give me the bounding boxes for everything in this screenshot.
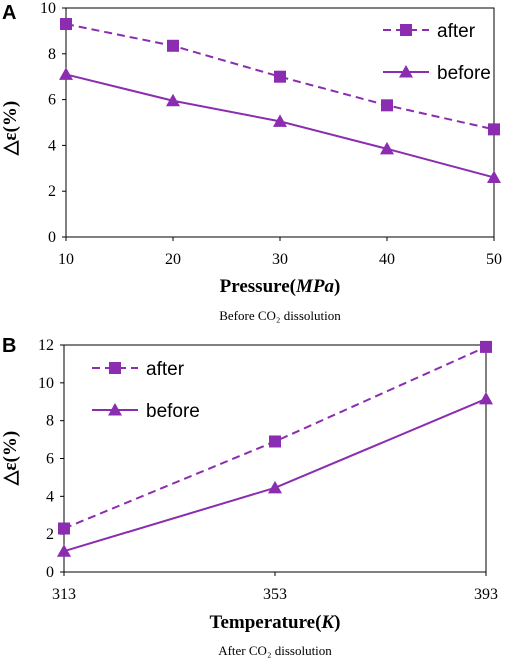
panel-caption: After CO₂ dissolution: [218, 643, 332, 658]
plot-area: 0 2 4 6 8 10 12 313 353 393 after before: [38, 337, 498, 603]
y-tick-label: 2: [46, 526, 54, 543]
x-axis-title: Temperature(K): [210, 612, 341, 633]
data-point-after: [381, 99, 393, 112]
y-tick-label: 8: [46, 413, 54, 430]
legend-marker-before: [399, 65, 413, 78]
panel-caption: Before CO₂ dissolution: [219, 308, 341, 323]
data-point-before: [59, 67, 73, 80]
data-point-before: [273, 114, 287, 127]
x-tick-label: 353: [263, 586, 287, 603]
plot-frame: [63, 344, 487, 573]
y-tick-label: 8: [48, 46, 56, 63]
y-tick-label: 6: [46, 451, 54, 468]
data-point-before: [487, 170, 501, 183]
x-tick-label: 313: [52, 586, 76, 603]
y-tick-label: 10: [40, 0, 56, 17]
legend-marker-before: [108, 403, 122, 416]
y-tick-label: 4: [48, 137, 56, 154]
data-point-after: [269, 435, 281, 448]
data-point-after: [480, 340, 492, 353]
plot-area: 0 2 4 6 8 10 10 20 30 40 50 after before: [40, 0, 502, 268]
panel-letter: B: [2, 335, 16, 357]
x-tick-label: 10: [58, 251, 74, 268]
y-tick-label: 0: [46, 564, 54, 581]
x-tick-label: 393: [474, 586, 498, 603]
y-axis-title: △ε(%): [0, 431, 21, 486]
legend-marker-after: [400, 24, 412, 36]
legend-marker-after: [109, 362, 121, 374]
y-tick-label: 0: [48, 229, 56, 246]
data-point-before: [268, 480, 282, 494]
x-tick-label: 50: [486, 251, 502, 268]
x-tick-label: 20: [165, 251, 181, 268]
legend: after before: [92, 359, 200, 422]
data-point-after: [167, 39, 179, 52]
data-point-before: [479, 391, 493, 405]
data-point-after: [488, 123, 500, 136]
y-tick-label: 6: [48, 92, 56, 109]
x-tick-label: 40: [379, 251, 395, 268]
series-line-after: [65, 23, 495, 131]
data-point-before: [380, 141, 394, 155]
y-tick-label: 4: [46, 488, 54, 505]
series-line-before: [63, 397, 487, 553]
legend-label-before: before: [146, 401, 200, 422]
data-point-before: [166, 93, 180, 107]
y-axis-title: △ε(%): [0, 101, 21, 156]
x-axis-title: Pressure(MPa): [220, 276, 341, 297]
panel-letter: A: [2, 2, 16, 24]
legend-label-after: after: [146, 359, 185, 380]
panel-a: A 0 2 4 6 8 10 10 20 30 40 50 after before △ε(%) Pre…: [0, 0, 502, 323]
legend: after before: [383, 21, 491, 84]
data-point-after: [274, 70, 286, 83]
y-tick-label: 2: [48, 183, 56, 200]
legend-label-before: before: [437, 63, 491, 84]
y-tick-label: 10: [38, 375, 54, 392]
panel-b: B 0 2 4 6 8 10 12 313 353 393 after before △ε(%) Te…: [0, 335, 498, 658]
x-tick-label: 30: [272, 251, 288, 268]
data-point-before: [57, 544, 71, 557]
data-point-after: [58, 522, 70, 535]
data-point-after: [60, 18, 72, 31]
y-tick-label: 12: [38, 337, 54, 354]
legend-label-after: after: [437, 21, 476, 42]
